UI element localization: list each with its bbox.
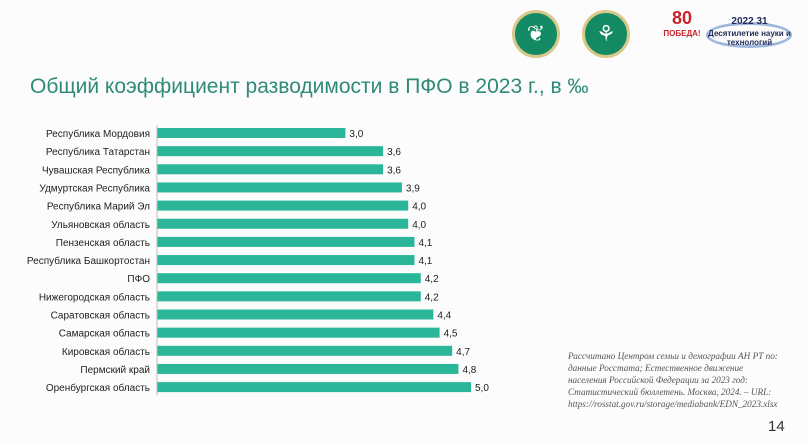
data-label: 4,1: [418, 256, 432, 267]
category-label: Республика Мордовия: [46, 128, 150, 140]
bar: [157, 327, 440, 338]
bar: [157, 236, 415, 247]
category-label: ПФО: [127, 274, 150, 285]
family-center-logo: ⚘: [582, 10, 630, 58]
bar: [157, 255, 415, 266]
data-label: 4,2: [425, 292, 439, 303]
category-label: Республика Башкортостан: [27, 255, 150, 267]
bar: [157, 164, 384, 175]
data-label: 3,9: [406, 183, 420, 194]
bar: [157, 291, 421, 302]
logos: ❦ ⚘ 80 ПОБЕДА! 2022 31 Десятилетие науки …: [512, 8, 802, 63]
data-label: 4,0: [412, 220, 426, 231]
category-label: Кировская область: [62, 346, 150, 358]
data-label: 4,1: [418, 238, 432, 249]
category-label: Пензенская область: [56, 237, 150, 249]
category-label: Самарская область: [59, 328, 150, 340]
bar: [157, 200, 409, 211]
category-label: Нижегородская область: [39, 291, 150, 303]
bar: [157, 218, 409, 229]
bar: [157, 182, 402, 193]
data-label: 4,0: [412, 202, 426, 213]
bar: [157, 128, 346, 138]
category-label: Республика Марий Эл: [47, 201, 150, 213]
decade-of-science-logo: 2022 31 Десятилетие науки и технологий: [702, 12, 797, 56]
data-label: 3,0: [349, 129, 363, 140]
category-label: Чувашская Республика: [42, 164, 150, 176]
category-label: Оренбургская область: [46, 382, 150, 394]
category-label: Пермский край: [80, 365, 150, 376]
data-label: 4,7: [456, 347, 470, 358]
page-number: 14: [768, 418, 785, 435]
data-label: 4,4: [437, 311, 451, 322]
bar: [157, 382, 471, 393]
bar: [157, 345, 453, 356]
data-label: 4,8: [462, 365, 476, 376]
source-note: Рассчитано Центром семьи и демографии АН…: [568, 351, 778, 409]
data-label: 3,6: [387, 147, 401, 158]
bar: [157, 309, 434, 320]
category-label: Удмуртская Республика: [39, 182, 150, 194]
bar: [157, 146, 384, 157]
bar: [157, 273, 421, 284]
bar: [157, 363, 459, 374]
data-label: 5,0: [475, 383, 489, 394]
slide-title: Общий коэффициент разводимости в ПФО в 2…: [30, 75, 589, 98]
data-label: 4,2: [425, 274, 439, 285]
category-label: Республика Татарстан: [46, 146, 150, 158]
category-label: Ульяновская область: [51, 219, 150, 231]
tatarstan-emblem-logo: ❦: [512, 10, 560, 58]
category-label: Саратовская область: [51, 310, 150, 322]
victory-80-logo: 80 ПОБЕДА!: [663, 8, 701, 38]
data-label: 3,6: [387, 165, 401, 176]
data-label: 4,5: [444, 329, 458, 340]
